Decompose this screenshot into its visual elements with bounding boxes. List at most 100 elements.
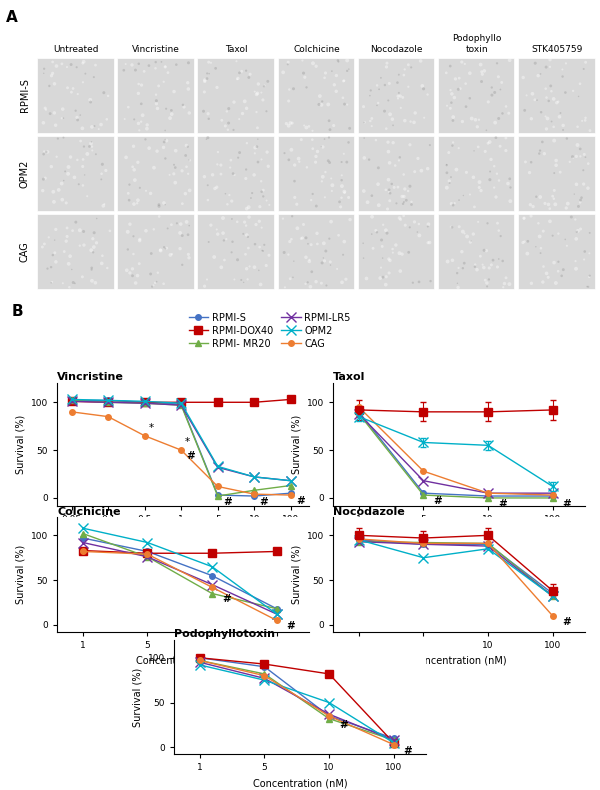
Point — [536, 246, 545, 259]
Point — [212, 158, 222, 171]
Point — [146, 247, 156, 260]
Point — [67, 58, 76, 71]
Point — [581, 151, 590, 164]
Point — [160, 61, 170, 73]
Point — [46, 276, 56, 289]
Bar — [118, 136, 194, 211]
Point — [318, 171, 328, 183]
Point — [329, 119, 338, 132]
Point — [251, 218, 261, 231]
Point — [385, 183, 394, 196]
Point — [493, 217, 502, 230]
Point — [410, 216, 419, 228]
Point — [368, 242, 378, 254]
Point — [579, 178, 589, 190]
Point — [475, 175, 484, 188]
Point — [481, 145, 490, 158]
Point — [127, 58, 137, 71]
Point — [96, 118, 106, 131]
Point — [343, 65, 352, 77]
Point — [64, 258, 73, 270]
Point — [125, 267, 135, 280]
Point — [301, 251, 311, 264]
Point — [400, 219, 410, 231]
Point — [362, 273, 371, 285]
Point — [284, 83, 294, 96]
Point — [262, 146, 272, 159]
Point — [400, 63, 409, 76]
Point — [298, 231, 307, 244]
Point — [204, 235, 214, 248]
Text: Colchicine: Colchicine — [293, 45, 340, 54]
Point — [90, 120, 100, 133]
Point — [345, 213, 355, 226]
Point — [364, 153, 374, 166]
Text: #: # — [187, 451, 196, 461]
Point — [103, 89, 113, 102]
Point — [40, 62, 49, 75]
Point — [469, 145, 479, 157]
Point — [229, 123, 238, 136]
Point — [94, 122, 104, 135]
Point — [543, 112, 553, 125]
Point — [385, 267, 394, 280]
Point — [406, 61, 416, 73]
Point — [208, 168, 217, 181]
Point — [262, 105, 271, 118]
Point — [466, 235, 476, 247]
Point — [367, 228, 377, 240]
Point — [498, 254, 508, 267]
Point — [573, 120, 583, 133]
Point — [484, 261, 494, 274]
Point — [244, 71, 254, 84]
Point — [571, 262, 581, 275]
Point — [167, 104, 176, 117]
Point — [182, 160, 191, 173]
Point — [58, 103, 68, 115]
Point — [242, 137, 251, 149]
Point — [499, 281, 508, 294]
Point — [47, 276, 57, 288]
Point — [317, 99, 326, 111]
Point — [44, 80, 54, 92]
Text: *: * — [148, 423, 154, 433]
Point — [233, 72, 242, 85]
Bar — [278, 214, 354, 289]
Point — [159, 277, 169, 290]
Point — [395, 151, 404, 164]
Point — [204, 56, 214, 69]
Text: Podophyllotoxin: Podophyllotoxin — [174, 629, 275, 639]
Point — [257, 186, 266, 198]
Point — [324, 115, 334, 127]
Point — [374, 83, 384, 96]
Point — [239, 276, 248, 288]
Point — [250, 85, 260, 98]
Point — [378, 271, 388, 284]
Point — [39, 67, 49, 80]
Point — [280, 147, 289, 160]
Point — [202, 72, 212, 85]
Point — [183, 141, 193, 153]
Text: OPM2: OPM2 — [20, 160, 30, 188]
Point — [473, 120, 482, 133]
Point — [182, 139, 191, 152]
Bar — [37, 214, 114, 289]
Point — [134, 58, 143, 70]
Point — [52, 150, 61, 163]
Point — [377, 234, 386, 246]
X-axis label: Concentration (nM): Concentration (nM) — [253, 778, 347, 788]
Point — [87, 263, 97, 276]
Point — [181, 187, 190, 200]
Point — [520, 235, 529, 248]
Point — [256, 278, 265, 291]
Point — [482, 244, 491, 257]
Point — [413, 226, 422, 239]
Point — [465, 188, 475, 201]
Point — [525, 166, 535, 179]
Point — [442, 66, 451, 79]
Point — [494, 174, 504, 186]
Point — [448, 254, 457, 266]
Point — [311, 60, 321, 73]
Point — [134, 87, 143, 100]
Point — [536, 106, 546, 118]
